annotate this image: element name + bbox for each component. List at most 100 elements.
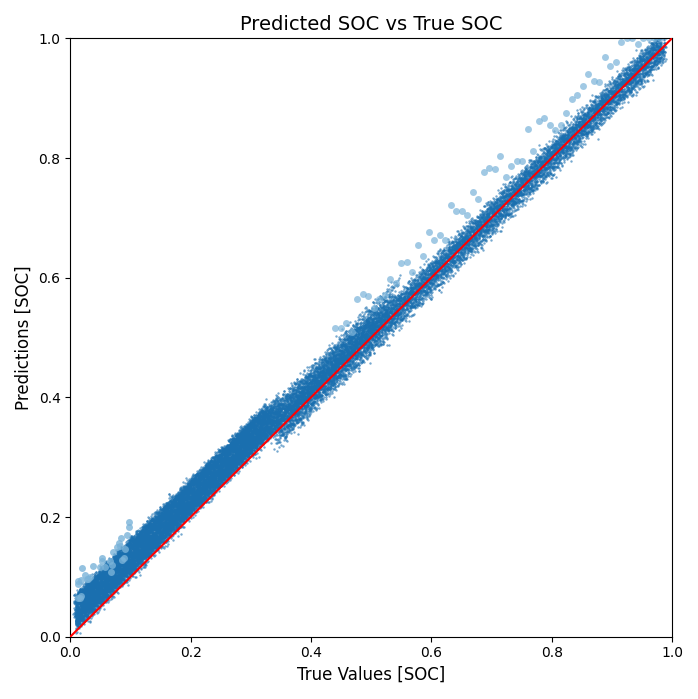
Point <box>154 536 165 547</box>
Point <box>71 589 82 600</box>
Point <box>228 453 239 464</box>
Point <box>203 485 214 496</box>
Point <box>117 564 128 575</box>
Point <box>214 475 225 486</box>
Point <box>246 435 258 446</box>
Point <box>360 337 371 348</box>
Point <box>140 545 151 556</box>
Point <box>282 422 293 433</box>
Point <box>96 582 107 593</box>
Point <box>107 563 118 575</box>
Point <box>559 151 570 162</box>
Point <box>302 387 313 398</box>
Point <box>165 511 176 522</box>
Point <box>433 257 445 268</box>
Point <box>515 165 526 176</box>
Point <box>174 505 186 516</box>
Point <box>219 446 230 457</box>
Point <box>158 505 169 517</box>
Point <box>357 306 368 317</box>
Point <box>214 475 225 487</box>
Point <box>114 572 126 583</box>
Point <box>248 424 259 435</box>
Point <box>242 440 253 452</box>
Point <box>156 528 167 540</box>
Point <box>393 305 404 317</box>
Point <box>568 133 579 144</box>
Point <box>320 381 332 392</box>
Point <box>568 136 579 147</box>
Point <box>149 517 160 528</box>
Point <box>464 235 475 246</box>
Point <box>454 229 465 240</box>
Point <box>364 330 376 341</box>
Point <box>248 433 260 444</box>
Point <box>94 586 105 598</box>
Point <box>397 303 408 314</box>
Point <box>200 463 211 474</box>
Point <box>120 559 131 570</box>
Point <box>78 584 89 596</box>
Point <box>181 500 192 512</box>
Point <box>130 559 141 570</box>
Point <box>117 548 128 559</box>
Point <box>87 585 98 596</box>
Point <box>500 195 511 206</box>
Point <box>296 408 307 419</box>
Point <box>334 358 345 369</box>
Point <box>264 412 275 424</box>
Point <box>639 50 650 62</box>
Point <box>410 291 421 303</box>
Point <box>616 77 628 88</box>
Point <box>564 125 575 136</box>
Point <box>257 417 268 428</box>
Point <box>626 75 637 87</box>
Point <box>459 222 470 233</box>
Point <box>348 346 359 357</box>
Point <box>217 447 228 458</box>
Point <box>625 87 637 98</box>
Point <box>628 79 639 90</box>
Point <box>79 597 90 608</box>
Point <box>135 550 146 561</box>
Point <box>77 605 88 617</box>
Point <box>182 503 193 514</box>
Point <box>222 446 233 457</box>
Point <box>198 470 209 481</box>
Point <box>315 370 327 382</box>
Point <box>160 504 171 515</box>
Point <box>440 250 452 261</box>
Point <box>303 395 314 406</box>
Point <box>405 285 416 296</box>
Point <box>311 380 322 391</box>
Point <box>406 298 417 309</box>
Point <box>616 90 628 101</box>
Point <box>136 558 147 569</box>
Point <box>261 401 272 412</box>
Point <box>479 217 490 229</box>
Point <box>122 539 133 550</box>
Point <box>194 476 205 487</box>
Point <box>188 487 199 498</box>
Point <box>355 332 366 343</box>
Point <box>632 66 643 78</box>
Point <box>88 572 99 584</box>
Point <box>365 326 376 338</box>
Point <box>154 511 165 522</box>
Point <box>186 477 198 488</box>
Point <box>611 84 622 95</box>
Point <box>90 605 101 617</box>
Point <box>489 208 500 219</box>
Point <box>193 482 204 493</box>
Point <box>160 520 171 531</box>
Point <box>202 478 214 489</box>
Point <box>530 171 542 182</box>
Point <box>177 496 188 507</box>
Point <box>233 453 244 464</box>
Point <box>140 539 151 550</box>
Point <box>265 428 276 440</box>
Point <box>136 526 147 537</box>
Point <box>500 193 511 204</box>
Point <box>348 324 359 335</box>
Point <box>308 397 319 408</box>
